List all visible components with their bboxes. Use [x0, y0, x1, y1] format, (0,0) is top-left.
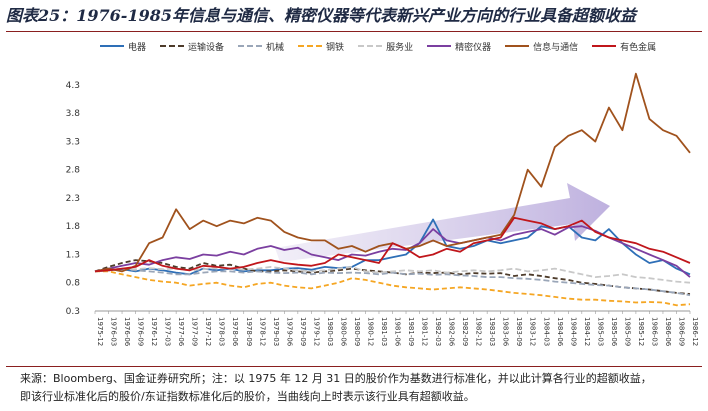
- x-tick-label: 1986-03: [650, 317, 658, 346]
- legend-label: 运输设备: [188, 42, 225, 53]
- chart-legend: 电器 运输设备 机械 钢铁 服务业 精密仪器 信息与通信 有色金属: [100, 38, 700, 54]
- x-tick-label: 1982-06: [448, 317, 456, 347]
- x-tick-label: 1976-06: [123, 317, 131, 347]
- legend-swatch: [238, 45, 263, 47]
- y-tick-label: 0.3: [66, 307, 80, 317]
- x-tick-label: 1980-03: [326, 317, 334, 346]
- legend-swatch: [100, 45, 124, 47]
- x-tick-label: 1979-03: [272, 317, 280, 346]
- x-tick-label: 1981-06: [394, 317, 402, 347]
- x-tick-label: 1977-12: [204, 317, 212, 346]
- x-tick-label: 1986-06: [664, 317, 672, 347]
- x-tick-label: 1980-09: [353, 317, 361, 346]
- series-line: [94, 216, 691, 273]
- x-tick-label: 1982-03: [434, 317, 442, 346]
- x-tick-label: 1980-12: [366, 317, 374, 346]
- x-tick-label: 1979-12: [312, 317, 320, 346]
- source-divider: [6, 366, 702, 367]
- x-tick-label: 1979-06: [285, 317, 293, 347]
- y-tick-label: 3.3: [66, 137, 80, 147]
- legend-swatch: [160, 45, 185, 47]
- trend-arrow: [275, 183, 610, 262]
- legend-item: 信息与通信: [505, 40, 578, 53]
- chart-title: 图表25：1976-1985年信息与通信、精密仪器等代表新兴产业方向的行业具备超…: [6, 4, 702, 30]
- legend-label: 服务业: [386, 42, 414, 53]
- source-note: 来源：Bloomberg、国金证券研究所；注：以 1975 年 12 月 31 …: [20, 370, 700, 406]
- x-tick-label: 1978-09: [245, 317, 253, 346]
- x-tick-label: 1983-12: [529, 317, 537, 346]
- legend-label: 机械: [266, 42, 285, 53]
- x-tick-label: 1977-03: [164, 317, 172, 346]
- x-tick-label: 1985-09: [623, 317, 631, 346]
- x-tick-label: 1978-12: [258, 317, 266, 346]
- title-divider: [6, 31, 702, 32]
- series-line: [94, 218, 691, 276]
- x-tick-label: 1984-09: [569, 317, 577, 346]
- x-tick-label: 1977-06: [177, 317, 185, 347]
- x-tick-label: 1977-09: [191, 317, 199, 346]
- line-chart: 0.3 0.8 1.3 1.8 2.3 2.8 3.3 3.8 4.3 1975-12 1976-0…: [66, 72, 699, 347]
- x-tick-label: 1981-03: [380, 317, 388, 346]
- x-tick-label: 1976-03: [110, 317, 118, 346]
- y-tick-label: 2.8: [66, 166, 81, 176]
- x-tick-label: 1975-12: [96, 317, 104, 346]
- x-tick-label: 1985-03: [596, 317, 604, 346]
- legend-item: 精密仪器: [427, 40, 491, 53]
- legend-item: 钢铁: [298, 40, 344, 53]
- x-tick-label: 1978-06: [231, 317, 239, 347]
- legend-label: 有色金属: [620, 42, 657, 53]
- legend-item: 电器: [100, 40, 146, 53]
- y-tick-label: 3.8: [66, 109, 81, 119]
- legend-swatch: [592, 45, 617, 47]
- x-tick-label: 1985-06: [610, 317, 618, 347]
- x-tick-label: 1978-03: [218, 317, 226, 346]
- x-tick-label: 1984-12: [583, 317, 591, 346]
- legend-label: 精密仪器: [455, 42, 492, 53]
- x-tick-label: 1981-09: [407, 317, 415, 346]
- x-tick-label: 1980-06: [339, 317, 347, 347]
- legend-item: 服务业: [358, 40, 413, 53]
- x-tick-label: 1984-06: [556, 317, 564, 347]
- legend-item: 机械: [238, 40, 284, 53]
- x-tick-label: 1982-09: [461, 317, 469, 346]
- series-line: [94, 265, 691, 284]
- source-line-1: 来源：Bloomberg、国金证券研究所；注：以 1975 年 12 月 31 …: [20, 372, 652, 385]
- y-tick-label: 4.3: [66, 81, 80, 91]
- legend-swatch: [298, 45, 323, 47]
- legend-label: 钢铁: [326, 42, 345, 53]
- legend-swatch: [505, 45, 530, 47]
- legend-swatch: [427, 45, 452, 47]
- legend-label: 信息与通信: [533, 42, 579, 53]
- x-tick-label: 1979-09: [299, 317, 307, 346]
- series-line: [95, 270, 691, 307]
- x-tick-label: 1985-12: [637, 317, 645, 346]
- x-tick-label: 1986-09: [677, 317, 685, 346]
- x-tick-label: 1976-12: [150, 317, 158, 346]
- legend-item: 有色金属: [592, 40, 656, 53]
- legend-swatch: [358, 45, 383, 47]
- x-tick-label: 1982-12: [475, 317, 483, 346]
- x-tick-label: 1986-12: [691, 317, 699, 346]
- source-line-2: 即该行业标准化后的股价/东证指数标准化后的股价，当曲线向上时表示该行业具有超额收…: [20, 390, 475, 403]
- y-tick-label: 0.8: [66, 279, 81, 289]
- x-tick-label: 1984-03: [542, 317, 550, 346]
- x-tick-label: 1983-09: [515, 317, 523, 346]
- x-tick-label: 1981-12: [421, 317, 429, 346]
- series-line: [94, 267, 691, 297]
- legend-label: 电器: [128, 42, 147, 53]
- chart-title-text: 图表25：1976-1985年信息与通信、精密仪器等代表新兴产业方向的行业具备超…: [6, 6, 636, 25]
- x-tick-label: 1983-06: [502, 317, 510, 347]
- legend-item: 运输设备: [160, 40, 224, 53]
- y-tick-label: 1.3: [66, 250, 80, 260]
- y-tick-label: 2.3: [66, 194, 80, 204]
- y-tick-label: 1.8: [66, 222, 81, 232]
- x-tick-label: 1983-03: [488, 317, 496, 346]
- x-tick-label: 1976-09: [137, 317, 145, 346]
